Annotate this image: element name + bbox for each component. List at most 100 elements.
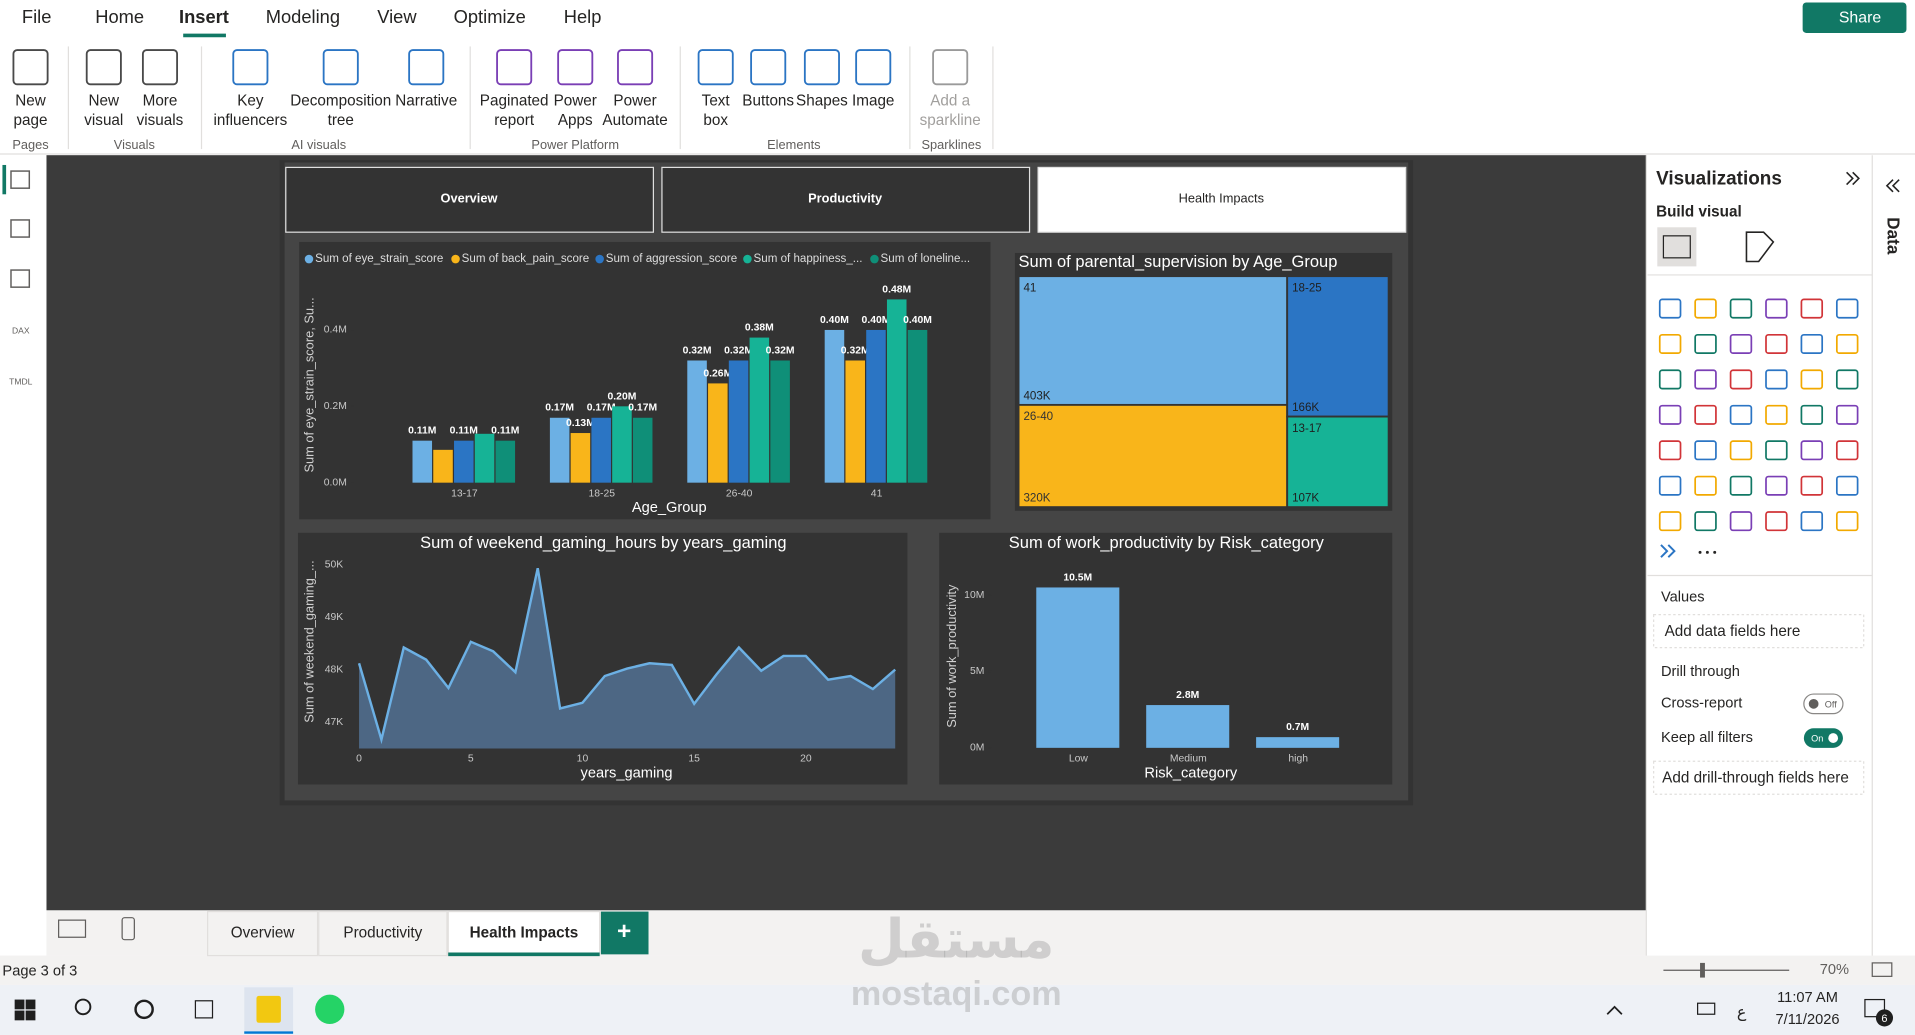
visual-type-icon[interactable] xyxy=(1694,298,1717,319)
ribbon-icon[interactable] xyxy=(617,49,654,86)
ribbon-icon[interactable] xyxy=(85,49,122,86)
menu-item[interactable]: Home xyxy=(95,6,144,27)
legend-label[interactable]: Sum of eye_strain_score xyxy=(315,252,443,265)
start-icon-pane[interactable] xyxy=(14,1010,25,1021)
legend-label[interactable]: Sum of loneline... xyxy=(881,252,971,265)
visual-type-icon[interactable] xyxy=(1660,544,1676,558)
menu-item[interactable]: Insert xyxy=(179,6,229,27)
visual-type-icon[interactable] xyxy=(1835,298,1859,319)
visual-type-icon[interactable] xyxy=(1765,475,1788,496)
visual-type-icon[interactable] xyxy=(1800,475,1824,496)
visual-type-icon[interactable] xyxy=(1694,511,1717,532)
ribbon-button-label[interactable]: tree xyxy=(328,112,354,129)
nav-button-label[interactable]: Overview xyxy=(440,191,497,206)
visual-type-icon[interactable] xyxy=(1800,511,1824,532)
sidebar-icon[interactable] xyxy=(10,170,31,189)
cortana-icon[interactable] xyxy=(134,999,154,1020)
clock-date[interactable]: 7/11/2026 xyxy=(1776,1012,1840,1028)
ribbon-button-label[interactable]: Power xyxy=(554,92,597,109)
ribbon-button-label[interactable]: Narrative xyxy=(395,92,457,109)
visual-type-icon[interactable] xyxy=(1658,475,1682,496)
visual-type-icon[interactable] xyxy=(1658,511,1682,532)
visual-type-icon[interactable] xyxy=(1729,404,1753,425)
visual-type-icon[interactable] xyxy=(1765,440,1788,461)
sidebar-icon[interactable] xyxy=(10,269,31,288)
ribbon-button-label[interactable]: More xyxy=(143,92,178,109)
ribbon-icon[interactable] xyxy=(496,49,533,86)
ribbon-button-label[interactable]: New xyxy=(89,92,121,109)
visual-type-icon[interactable] xyxy=(1800,369,1824,390)
ribbon-icon[interactable] xyxy=(232,49,269,86)
sidebar-icon-label[interactable]: DAX xyxy=(12,325,30,335)
page-tab[interactable] xyxy=(447,910,601,957)
page-tab-label[interactable]: Productivity xyxy=(343,925,422,942)
ribbon-icon[interactable] xyxy=(557,49,594,86)
format-icon[interactable] xyxy=(1745,231,1775,263)
visual-type-icon[interactable] xyxy=(1694,440,1717,461)
zoom-thumb[interactable] xyxy=(1700,962,1705,978)
visual-type-icon[interactable] xyxy=(1658,440,1682,461)
ribbon-icon[interactable] xyxy=(750,49,787,86)
input-language[interactable]: ع xyxy=(1737,1004,1747,1022)
visual-type-icon[interactable] xyxy=(1765,404,1788,425)
visual-type-icon[interactable] xyxy=(1694,475,1717,496)
ribbon-button-label[interactable]: Image xyxy=(852,92,894,109)
more-dot[interactable] xyxy=(1705,550,1709,554)
data-pane-tab[interactable]: Data xyxy=(1883,217,1902,255)
ribbon-button-label[interactable]: box xyxy=(703,112,728,129)
search-icon[interactable] xyxy=(74,998,92,1016)
more-dot[interactable] xyxy=(1698,550,1702,554)
collapse-icon[interactable] xyxy=(1846,171,1860,186)
ribbon-button-label[interactable]: Power xyxy=(613,92,656,109)
task-view-icon[interactable] xyxy=(194,1000,214,1019)
visual-type-icon[interactable] xyxy=(1835,511,1859,532)
ribbon-button-label[interactable]: Text xyxy=(702,92,731,109)
ribbon-icon[interactable] xyxy=(855,49,892,86)
visual-type-icon[interactable] xyxy=(1765,369,1788,390)
sidebar-icon[interactable] xyxy=(10,219,31,238)
page-tab-label[interactable]: Overview xyxy=(231,925,296,942)
desktop-view-icon[interactable] xyxy=(58,919,87,938)
visual-type-icon[interactable] xyxy=(1835,404,1859,425)
visual-type-icon[interactable] xyxy=(1800,440,1824,461)
notification-icon[interactable] xyxy=(1864,998,1886,1018)
share-label[interactable]: Share xyxy=(1839,10,1882,27)
battery-icon[interactable] xyxy=(1696,1002,1716,1015)
menu-item[interactable]: View xyxy=(377,6,417,27)
clock-time[interactable]: 11:07 AM xyxy=(1777,990,1838,1006)
page-tab[interactable] xyxy=(207,910,319,957)
legend-label[interactable]: Sum of aggression_score xyxy=(606,252,737,265)
visual-type-icon[interactable] xyxy=(1765,511,1788,532)
ribbon-button-label[interactable]: visual xyxy=(84,112,123,129)
visual-type-icon[interactable] xyxy=(1765,298,1788,319)
page-tab[interactable] xyxy=(318,910,448,957)
ribbon-button-label[interactable]: Buttons xyxy=(742,92,794,109)
ribbon-button-label[interactable]: Decomposition xyxy=(290,92,391,109)
mobile-view-icon[interactable] xyxy=(121,917,135,941)
ribbon-icon[interactable] xyxy=(697,49,734,86)
ribbon-button-label[interactable]: Paginated xyxy=(480,92,549,109)
visual-type-icon[interactable] xyxy=(1729,369,1753,390)
visual-type-icon[interactable] xyxy=(1658,298,1682,319)
more-dot[interactable] xyxy=(1713,550,1717,554)
visual-type-icon[interactable] xyxy=(1694,404,1717,425)
start-icon-pane[interactable] xyxy=(14,999,25,1010)
legend-label[interactable]: Sum of happiness_... xyxy=(754,252,863,265)
ribbon-button-label[interactable]: Automate xyxy=(602,112,667,129)
add-page-button[interactable] xyxy=(600,911,649,955)
ribbon-button-label[interactable]: page xyxy=(14,112,48,129)
share-button[interactable] xyxy=(1802,2,1907,33)
start-icon-pane[interactable] xyxy=(25,999,36,1010)
page-tab-label[interactable]: Health Impacts xyxy=(470,925,579,942)
ribbon-icon[interactable] xyxy=(322,49,359,86)
expand-icon[interactable] xyxy=(1885,179,1900,193)
visual-type-icon[interactable] xyxy=(1658,404,1682,425)
nav-button[interactable] xyxy=(285,166,655,233)
visual-type-icon[interactable] xyxy=(1729,511,1753,532)
tray-chevron[interactable] xyxy=(1606,1005,1623,1015)
ribbon-button-label[interactable]: influencers xyxy=(213,112,287,129)
visual-type-icon[interactable] xyxy=(1800,333,1824,355)
visual-type-icon[interactable] xyxy=(1765,333,1788,355)
legend-label[interactable]: Sum of back_pain_score xyxy=(462,252,590,265)
nav-button[interactable] xyxy=(1037,166,1407,233)
